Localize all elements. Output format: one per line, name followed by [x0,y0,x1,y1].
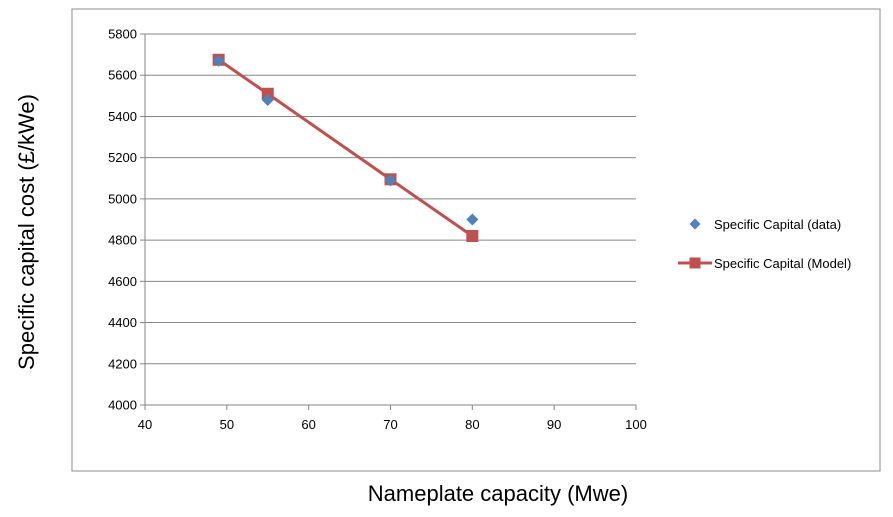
gridlines [145,33,636,365]
y-tick-label-5000: 5000 [108,191,137,206]
series-data [212,54,479,226]
x-axis-title: Nameplate capacity (Mwe) [368,481,628,506]
series-layer [212,53,479,242]
x-tick-label-40: 40 [138,417,152,432]
y-tick-label-4600: 4600 [108,274,137,289]
y-tick-label-5800: 5800 [108,27,137,42]
x-tick-label-90: 90 [547,417,561,432]
y-tick-label-5600: 5600 [108,68,137,83]
data-point-1 [261,93,274,106]
data-point-0 [212,54,225,67]
x-tick-label-50: 50 [220,417,234,432]
x-tick-label-80: 80 [465,417,479,432]
x-tick-label-100: 100 [625,417,647,432]
x-tick-label-60: 60 [301,417,315,432]
legend: Specific Capital (data) Specific Capital … [678,217,851,271]
y-tick-label-4200: 4200 [108,356,137,371]
data-point-3 [466,213,479,226]
legend-marker-model [689,257,701,269]
model-point-1 [261,87,274,100]
y-tick-label-5400: 5400 [108,109,137,124]
legend-label-model: Specific Capital (Model) [714,256,851,271]
y-tick-label-4400: 4400 [108,315,137,330]
y-tick-labels: 4000 4200 4400 4600 4800 5000 5200 5400 5600 5800 [108,27,145,413]
x-tick-labels: 40 50 60 70 80 90 100 [138,405,647,432]
model-point-3 [466,229,479,242]
data-point-2 [384,174,397,187]
legend-marker-data [689,218,701,230]
y-tick-label-4000: 4000 [108,398,137,413]
x-tick-label-70: 70 [383,417,397,432]
y-tick-label-5200: 5200 [108,150,137,165]
series-line-model [217,58,474,238]
legend-label-data: Specific Capital (data) [714,217,841,232]
y-axis-title: Specific capital cost (£/kWe) [14,94,39,370]
y-tick-label-4800: 4800 [108,233,137,248]
